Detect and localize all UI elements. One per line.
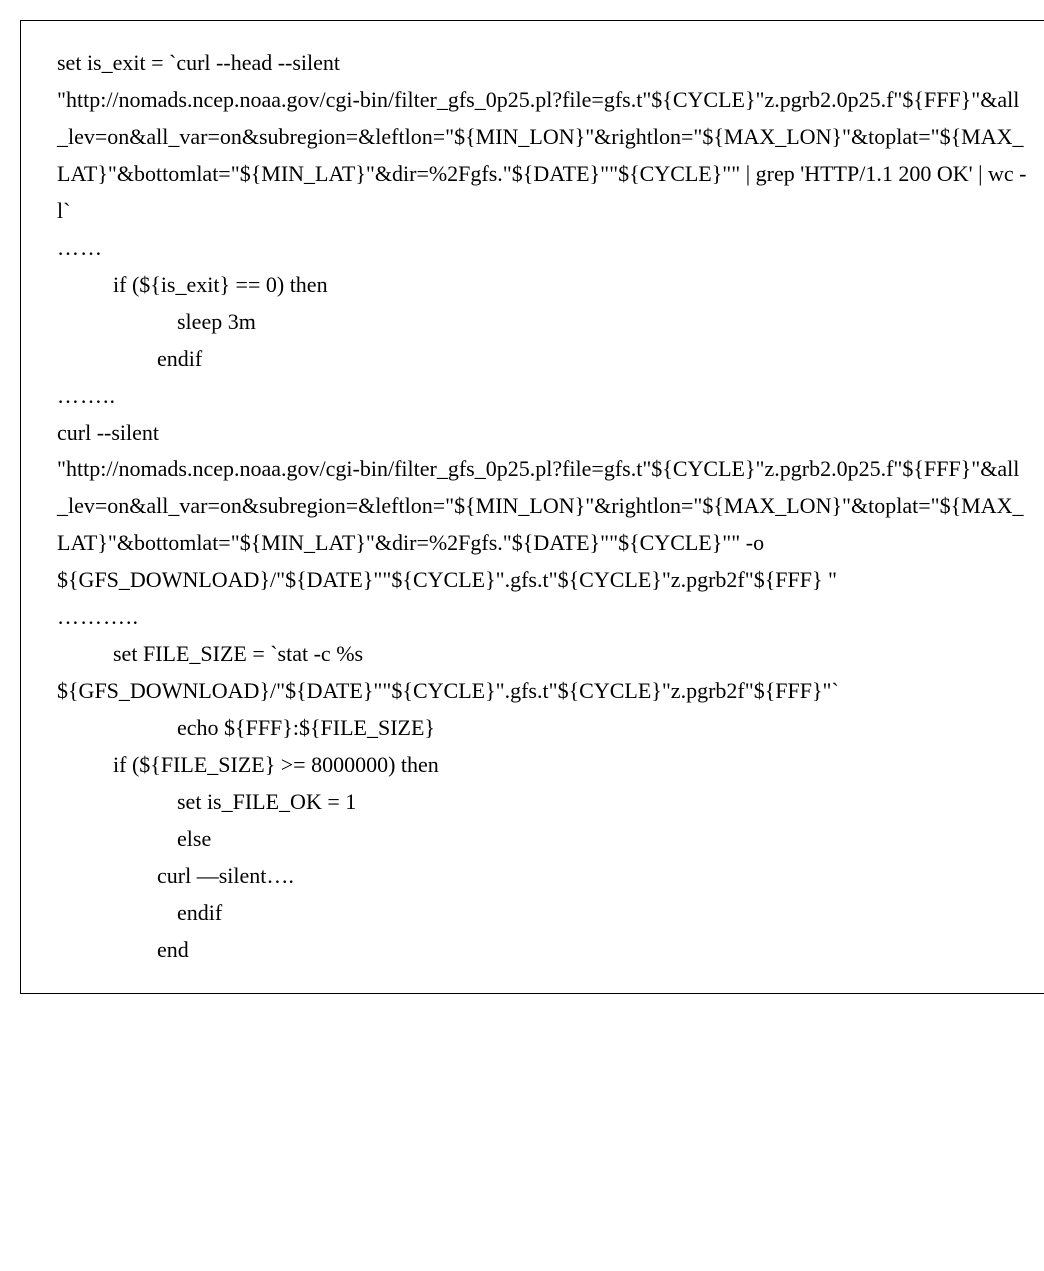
code-line: if (${is_exit} == 0) then xyxy=(57,267,1027,304)
code-line: curl —silent…. xyxy=(57,858,1027,895)
code-line: "http://nomads.ncep.noaa.gov/cgi-bin/fil… xyxy=(57,451,1027,562)
code-line: endif xyxy=(57,341,1027,378)
code-line: set is_FILE_OK = 1 xyxy=(57,784,1027,821)
ellipsis: ……….. xyxy=(57,599,1027,636)
code-line: set FILE_SIZE = `stat -c %s xyxy=(57,636,1027,673)
code-line: end xyxy=(57,932,1027,969)
ellipsis: …… xyxy=(57,230,1027,267)
code-line: else xyxy=(57,821,1027,858)
code-line: echo ${FFF}:${FILE_SIZE} xyxy=(57,710,1027,747)
ellipsis: …….. xyxy=(57,378,1027,415)
code-line: "http://nomads.ncep.noaa.gov/cgi-bin/fil… xyxy=(57,82,1027,230)
code-line: sleep 3m xyxy=(57,304,1027,341)
code-line: ${GFS_DOWNLOAD}/"${DATE}""${CYCLE}".gfs.… xyxy=(57,673,1027,710)
code-box: set is_exit = `curl --head --silent "htt… xyxy=(20,20,1044,994)
code-line: set is_exit = `curl --head --silent xyxy=(57,45,1027,82)
code-line: endif xyxy=(57,895,1027,932)
code-line: ${GFS_DOWNLOAD}/"${DATE}""${CYCLE}".gfs.… xyxy=(57,562,1027,599)
code-line: curl --silent xyxy=(57,415,1027,452)
code-line: if (${FILE_SIZE} >= 8000000) then xyxy=(57,747,1027,784)
